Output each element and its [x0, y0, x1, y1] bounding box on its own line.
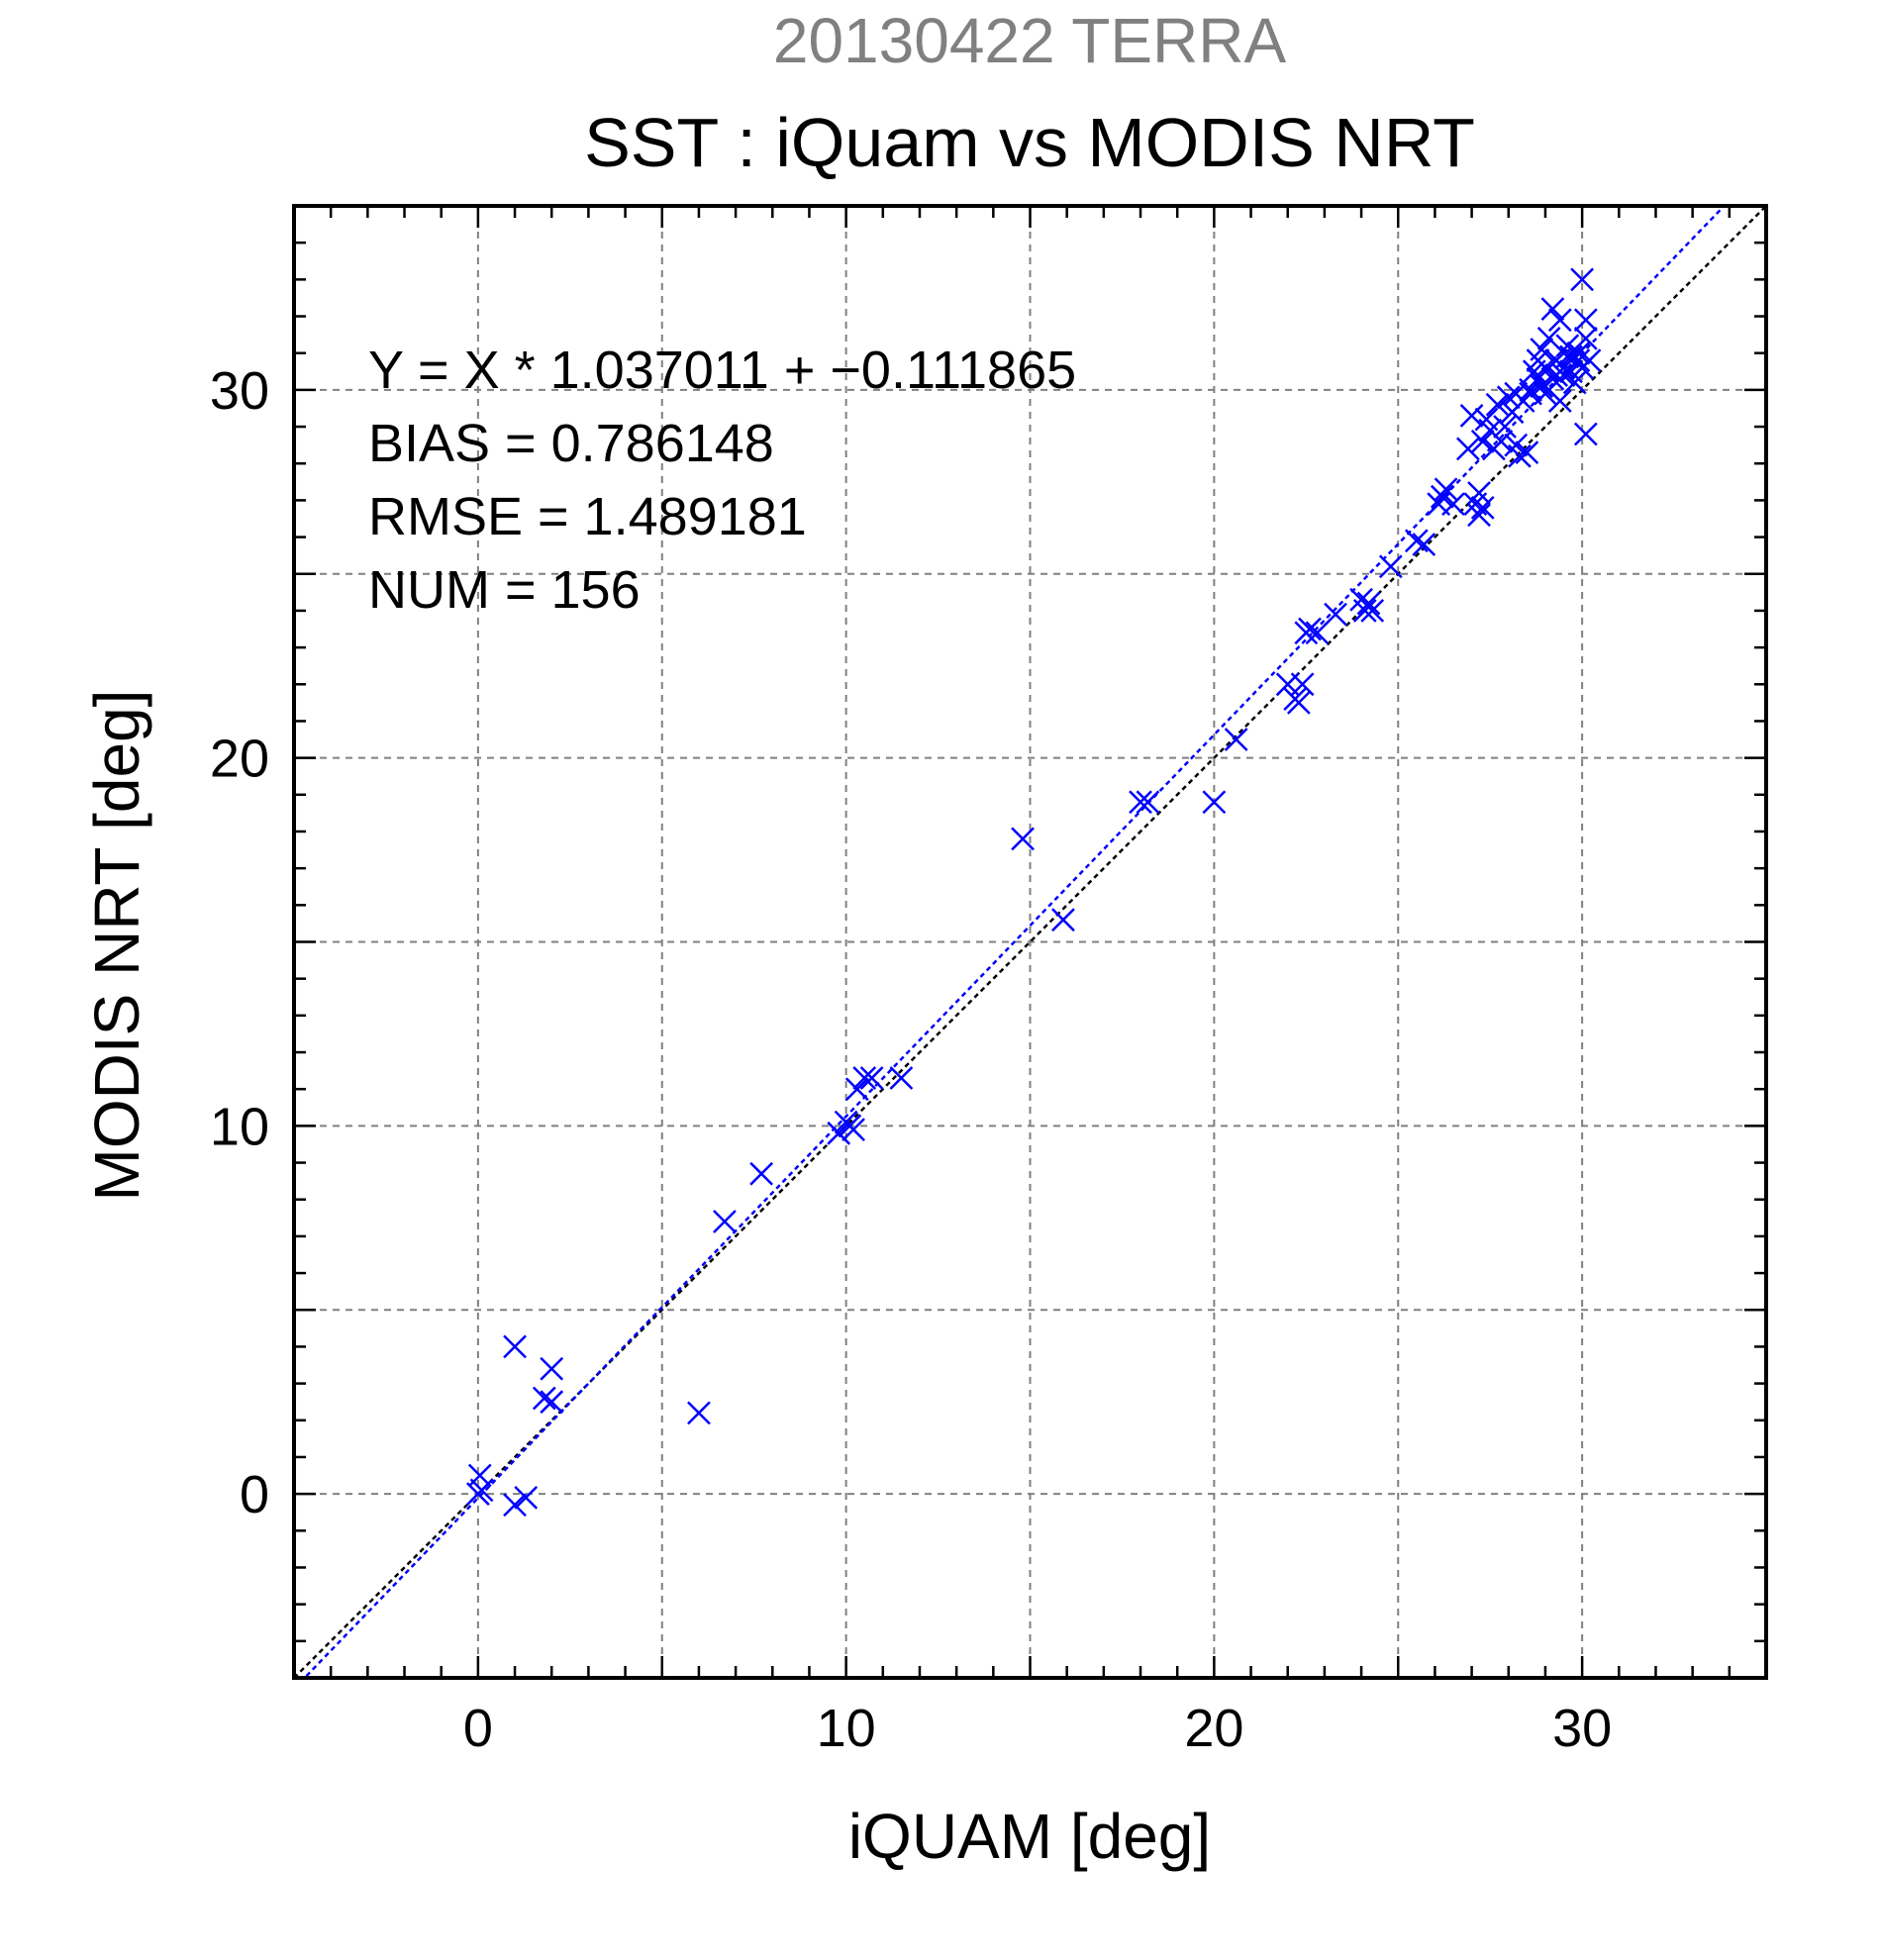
chart-title: SST : iQuam vs MODIS NRT	[584, 104, 1475, 181]
data-point	[1412, 533, 1436, 556]
data-point	[1352, 599, 1377, 623]
data-point	[842, 1118, 865, 1141]
data-point	[1305, 621, 1330, 645]
data-point	[1515, 441, 1539, 464]
x-tick-label: 30	[1552, 1699, 1612, 1758]
regression-text: Y = X * 1.037011 + −0.111865	[368, 341, 1076, 400]
data-point	[859, 1066, 884, 1090]
data-point	[889, 1066, 914, 1090]
data-point	[1566, 348, 1591, 373]
data-point	[1470, 495, 1495, 520]
data-point	[1573, 422, 1598, 446]
data-point	[1434, 477, 1458, 502]
data-point	[1470, 430, 1495, 453]
data-point	[1441, 492, 1465, 517]
data-point	[1430, 484, 1454, 509]
data-point	[1536, 326, 1561, 350]
data-point	[1136, 790, 1160, 815]
x-axis-label: iQUAM [deg]	[848, 1801, 1211, 1872]
y-tick-label: 0	[240, 1465, 269, 1524]
data-point	[469, 1478, 494, 1503]
x-tick-label: 0	[463, 1699, 493, 1758]
data-point	[1360, 599, 1385, 623]
data-point	[540, 1390, 564, 1415]
data-point	[1508, 443, 1532, 468]
data-point	[1467, 481, 1491, 505]
data-point	[687, 1401, 711, 1425]
data-point	[1573, 308, 1598, 333]
data-point	[1378, 554, 1403, 579]
data-point	[1493, 415, 1517, 439]
fit-lines	[294, 206, 1766, 1678]
data-point	[1459, 404, 1484, 428]
bias-text: BIAS = 0.786148	[368, 414, 774, 473]
data-point	[1573, 326, 1598, 350]
data-point	[1051, 908, 1075, 932]
data-point	[1404, 529, 1429, 553]
rmse-text: RMSE = 1.489181	[368, 487, 807, 546]
data-point	[1547, 389, 1572, 413]
x-tick-label: 20	[1184, 1699, 1243, 1758]
data-point	[1485, 392, 1510, 417]
data-point	[1011, 827, 1035, 851]
data-point	[852, 1066, 877, 1090]
data-point	[1534, 381, 1557, 406]
data-point	[503, 1334, 527, 1359]
data-point	[1129, 790, 1152, 815]
data-point	[713, 1210, 737, 1233]
data-point	[503, 1493, 527, 1518]
data-point	[1577, 348, 1602, 373]
data-point	[1526, 366, 1550, 391]
data-points	[465, 267, 1602, 1518]
num-text: NUM = 156	[368, 560, 641, 620]
regression-line	[302, 206, 1727, 1678]
data-point	[1290, 672, 1315, 697]
data-point	[532, 1386, 556, 1411]
data-point	[1559, 344, 1583, 369]
data-point	[844, 1077, 869, 1102]
y-tick-label: 30	[210, 361, 269, 421]
y-axis-label: MODIS NRT [deg]	[81, 690, 152, 1202]
data-point	[1202, 790, 1227, 815]
tick-labels: 0 10 20 30 0 10 20 30	[210, 361, 1612, 1758]
data-point	[1547, 308, 1572, 333]
data-point	[1467, 503, 1491, 528]
data-point	[1530, 338, 1554, 361]
data-point	[1540, 297, 1565, 321]
data-point	[1519, 377, 1542, 402]
data-point	[1356, 591, 1381, 616]
y-tick-label: 20	[210, 730, 269, 789]
data-point	[1298, 617, 1322, 641]
data-point	[1489, 430, 1514, 453]
data-point	[1224, 728, 1248, 751]
y-tick-label: 10	[210, 1097, 269, 1156]
data-point	[1562, 370, 1587, 395]
data-point	[1570, 267, 1595, 292]
data-point	[749, 1161, 774, 1186]
data-point	[1544, 363, 1568, 387]
plot-frame	[292, 204, 1768, 1680]
data-point	[540, 1356, 564, 1381]
data-point	[827, 1121, 851, 1145]
chart-subtitle: 20130422 TERRA	[773, 5, 1287, 76]
data-point	[1455, 437, 1480, 461]
x-tick-label: 10	[817, 1699, 876, 1758]
data-point	[1496, 385, 1521, 410]
data-point	[1324, 602, 1347, 627]
data-point	[1534, 355, 1557, 380]
data-point	[514, 1485, 539, 1510]
data-point	[1286, 690, 1311, 715]
